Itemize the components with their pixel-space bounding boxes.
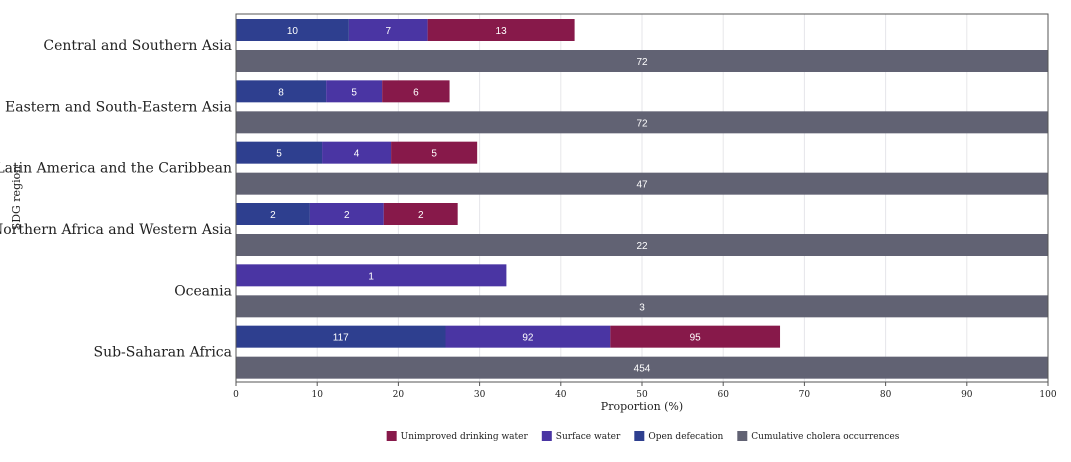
bar-data-label: 4 — [354, 149, 360, 160]
bar-data-label: 5 — [431, 149, 437, 160]
bar-total — [236, 234, 1048, 256]
bar-data-label: 3 — [639, 302, 645, 313]
bar-data-label: 2 — [418, 210, 424, 221]
bar-total — [236, 172, 1048, 195]
bar-data-label: 117 — [333, 333, 349, 344]
y-axis-title: SDG region — [10, 166, 23, 231]
x-tick-label: 10 — [311, 390, 323, 400]
legend-label: Cumulative cholera occurrences — [751, 432, 899, 442]
category-labels: Central and Southern Asia Eastern and Sou… — [0, 38, 232, 361]
legend-swatch — [737, 431, 748, 441]
bar-segment — [382, 80, 450, 103]
bar-segment — [427, 19, 575, 41]
legend-label: Open defecation — [648, 432, 723, 442]
bar-data-label: 8 — [278, 87, 284, 98]
bar-data-label: 5 — [276, 149, 282, 160]
bar-data-label: 10 — [287, 26, 299, 37]
x-tick-label: 90 — [961, 390, 973, 400]
bar-data-label: 22 — [636, 241, 648, 252]
bar-segment — [610, 325, 781, 348]
bar-segment — [236, 141, 323, 164]
x-axis-title: Proportion (%) — [601, 400, 683, 413]
bar-segment — [236, 203, 310, 225]
bar-data-label: 1 — [368, 271, 374, 282]
category-label: Oceania — [174, 283, 232, 299]
bar-data-label: 6 — [413, 87, 419, 98]
bar-data-label: 95 — [690, 333, 702, 344]
bar-segment — [236, 325, 446, 348]
legend: Unimproved drinking water Surface water Op… — [386, 431, 900, 442]
bar-segment — [348, 19, 428, 41]
bar-data-label: 454 — [634, 364, 651, 375]
legend-swatch — [541, 431, 552, 441]
bar-total — [236, 111, 1048, 134]
bar-segment — [236, 80, 327, 103]
bar-segment — [322, 141, 392, 164]
bar-data-label: 7 — [385, 26, 391, 37]
bar-segment — [445, 325, 611, 348]
bar-total — [236, 50, 1048, 72]
legend-swatch — [386, 431, 397, 441]
bar-segment — [326, 80, 383, 103]
x-tick-label: 40 — [555, 390, 567, 400]
bar-data-label: 72 — [636, 118, 648, 129]
category-label: Latin America and the Caribbean — [0, 161, 232, 177]
x-tick-label: 0 — [233, 390, 239, 400]
bar-total — [236, 295, 1048, 318]
x-tick-label: 30 — [474, 390, 486, 400]
bar-total — [236, 356, 1048, 379]
bar-segment — [391, 141, 478, 164]
legend-label: Surface water — [556, 432, 621, 442]
category-label: Eastern and South-Eastern Asia — [5, 99, 232, 115]
x-tick-label: 100 — [1039, 390, 1056, 400]
bar-data-label: 2 — [270, 210, 276, 221]
legend-label: Unimproved drinking water — [401, 432, 529, 442]
bar-data-label: 47 — [636, 180, 648, 191]
x-ticks: 0 10 20 30 40 50 60 70 80 90 100 — [233, 382, 1057, 400]
bar-segment — [236, 19, 349, 41]
bar-data-label: 2 — [344, 210, 350, 221]
bar-segment — [383, 203, 458, 225]
bar-segment — [309, 203, 384, 225]
bar-data-label: 72 — [636, 57, 648, 68]
x-tick-label: 60 — [717, 390, 729, 400]
bar-data-label: 13 — [496, 26, 508, 37]
bar-data-label: 92 — [522, 333, 534, 344]
category-label: Sub-Saharan Africa — [93, 345, 232, 361]
category-label: Central and Southern Asia — [43, 38, 232, 54]
x-tick-label: 20 — [393, 390, 405, 400]
category-label: Northern Africa and Western Asia — [0, 222, 232, 238]
x-tick-label: 50 — [636, 390, 648, 400]
bar-data-label: 5 — [351, 87, 357, 98]
bar-segment — [236, 264, 507, 287]
x-tick-label: 70 — [799, 390, 811, 400]
legend-swatch — [634, 431, 645, 441]
x-tick-label: 80 — [880, 390, 892, 400]
